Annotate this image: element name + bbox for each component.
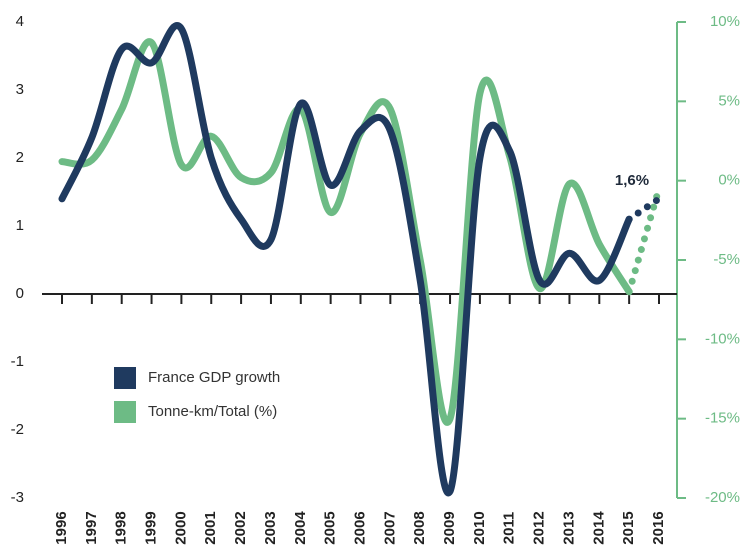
y2-tick-label: 0%: [718, 172, 740, 189]
y-tick-label: 1: [16, 217, 24, 234]
x-tick-label: 2014: [590, 511, 607, 545]
y-tick-label: 3: [16, 81, 24, 98]
x-tick-label: 2000: [172, 511, 189, 544]
x-tick-label: 2003: [262, 511, 279, 544]
y-tick-label: -3: [11, 489, 24, 506]
x-tick-label: 2008: [411, 511, 428, 544]
series-line-dotted: [625, 195, 663, 223]
legend-swatch: [114, 367, 136, 389]
x-tick-label: 1999: [143, 511, 160, 544]
x-tick-label: 2005: [322, 511, 339, 544]
x-tick-label: 2009: [441, 511, 458, 544]
x-tick-label: 2015: [620, 511, 637, 544]
x-tick-label: 1998: [113, 511, 130, 544]
y2-tick-label: -5%: [713, 251, 740, 268]
x-tick-label: 2002: [232, 511, 249, 544]
x-tick-label: 2006: [351, 511, 368, 544]
y-tick-label: 0: [16, 285, 24, 302]
x-tick-label: 2001: [202, 511, 219, 544]
y2-tick-label: 5%: [718, 92, 740, 109]
y-tick-label: 2: [16, 149, 24, 166]
x-tick-label: 1997: [83, 511, 100, 544]
y2-tick-label: -10%: [705, 330, 740, 347]
y-tick-label: 4: [16, 13, 24, 30]
x-tick-label: 2007: [381, 511, 398, 544]
y-tick-label: -2: [11, 421, 24, 438]
legend-swatch: [114, 401, 136, 423]
y2-tick-label: 10%: [710, 13, 740, 30]
x-tick-label: 2016: [650, 511, 667, 544]
annotation: 1,6%: [615, 172, 649, 189]
x-tick-label: 1996: [53, 511, 70, 544]
y2-tick-label: -15%: [705, 410, 740, 427]
x-tick-label: 2010: [471, 511, 488, 544]
x-tick-label: 2013: [560, 511, 577, 544]
y2-tick-label: -20%: [705, 489, 740, 506]
y-tick-label: -1: [11, 353, 24, 370]
series-line: [58, 38, 633, 426]
series-line: [58, 22, 633, 497]
x-tick-label: 2004: [292, 511, 309, 545]
legend-label: France GDP growth: [148, 369, 280, 386]
x-tick-label: 2011: [501, 512, 518, 545]
x-tick-label: 2012: [531, 511, 548, 544]
legend-label: Tonne-km/Total (%): [148, 403, 277, 420]
series-line-dotted: [625, 185, 663, 296]
